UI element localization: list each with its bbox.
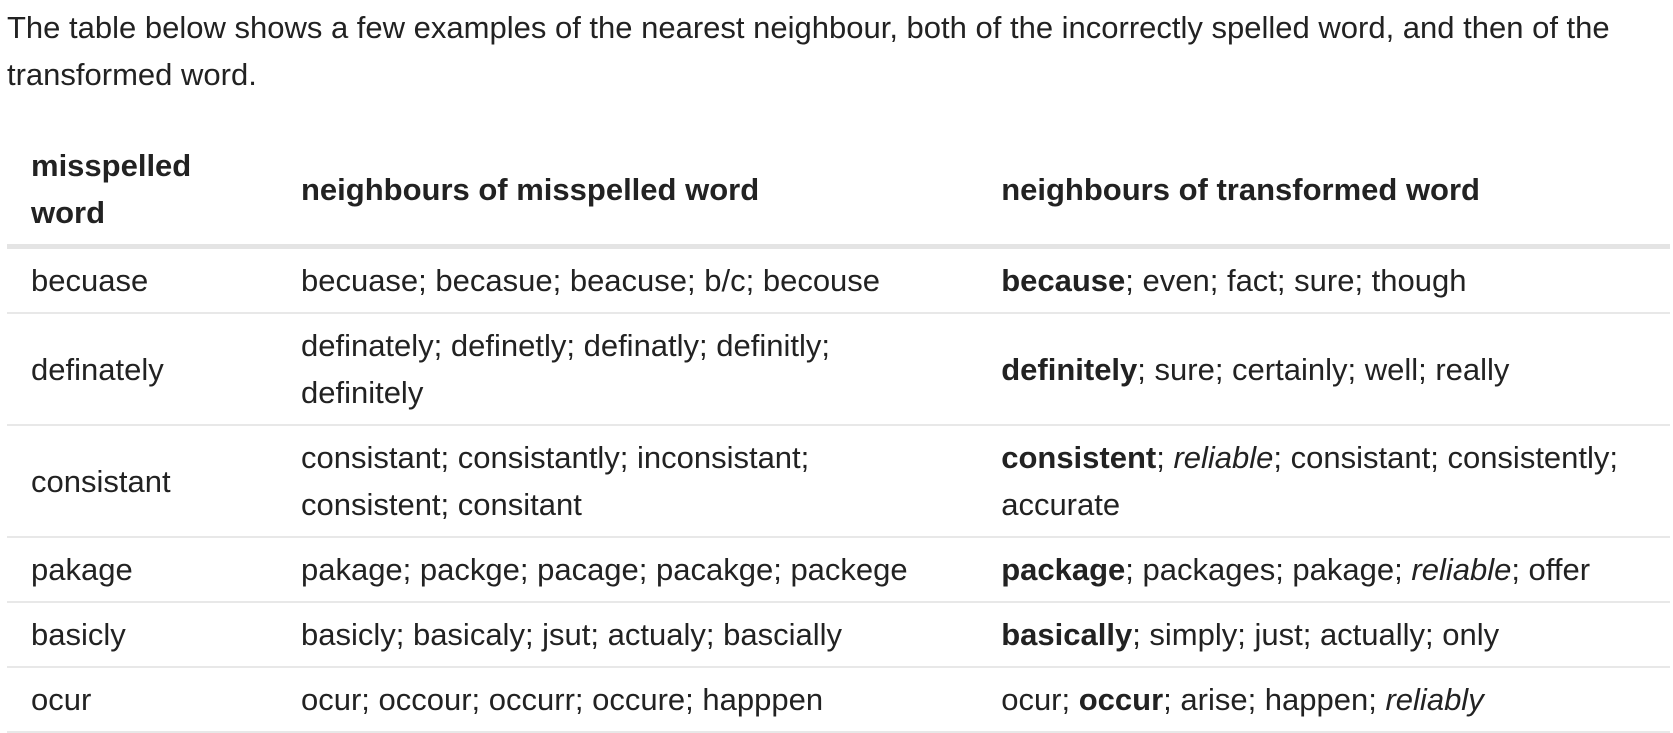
cell-misspelled-word: becuase (7, 246, 277, 314)
cell-misspelled-word: pakage (7, 537, 277, 603)
table-row: definately definately; definetly; definat… (7, 313, 1670, 426)
neighbour-text: ; simply; just; actually; only (1132, 617, 1500, 652)
cell-transformed-neighbours: definitely; sure; certainly; well; reall… (977, 313, 1670, 426)
cell-misspelled-word: basicly (7, 602, 277, 668)
cell-misspelled-neighbours: becuase; becasue; beacuse; b/c; becouse (276, 246, 978, 314)
table-row: pakage pakage; packge; pacage; pacakge; p… (7, 537, 1670, 603)
italic-neighbour: reliably (1385, 682, 1484, 717)
cell-misspelled-neighbours: basicly; basicaly; jsut; actualy; bascia… (276, 602, 978, 668)
neighbour-text: ; (1156, 440, 1174, 475)
neighbour-text: ; packages; pakage; (1125, 552, 1412, 587)
italic-neighbour: reliable (1411, 552, 1512, 587)
table-header: misspelled word neighbours of misspelled… (7, 142, 1670, 249)
cell-misspelled-neighbours: pakage; packge; pacage; pacakge; packege (276, 537, 978, 603)
corrected-word: consistent (1001, 440, 1157, 475)
header-neighbours-transformed: neighbours of transformed word (977, 142, 1670, 249)
cell-transformed-neighbours: package; packages; pakage; reliable; off… (977, 537, 1670, 603)
neighbours-table: misspelled word neighbours of misspelled… (7, 142, 1670, 733)
header-misspelled-word: misspelled word (7, 142, 277, 249)
table-body: becuase becuase; becasue; beacuse; b/c; b… (7, 246, 1670, 733)
table-row: basicly basicly; basicaly; jsut; actualy;… (7, 602, 1670, 668)
neighbour-text: ; arise; happen; (1163, 682, 1386, 717)
cell-misspelled-neighbours: consistant; consistantly; inconsistant; … (276, 425, 978, 538)
corrected-word: basically (1001, 617, 1133, 652)
header-neighbours-misspelled: neighbours of misspelled word (276, 142, 978, 249)
cell-transformed-neighbours: consistent; reliable; consistant; consis… (977, 425, 1670, 538)
neighbour-text: ; offer (1511, 552, 1591, 587)
table-header-row: misspelled word neighbours of misspelled… (7, 142, 1670, 249)
cell-transformed-neighbours: basically; simply; just; actually; only (977, 602, 1670, 668)
cell-misspelled-word: ocur (7, 667, 277, 733)
corrected-word: definitely (1001, 351, 1138, 387)
neighbour-text: ; sure; certainly; well; really (1137, 351, 1510, 387)
cell-misspelled-neighbours: ocur; occour; occurr; occure; happpen (276, 667, 978, 733)
cell-misspelled-word: definately (7, 313, 277, 426)
intro-paragraph: The table below shows a few examples of … (7, 10, 1610, 92)
table-row: ocur ocur; occour; occurr; occure; happpe… (7, 667, 1670, 733)
corrected-word: because (1001, 263, 1126, 298)
cell-transformed-neighbours: because; even; fact; sure; though (977, 246, 1670, 314)
table-row: becuase becuase; becasue; beacuse; b/c; b… (7, 246, 1670, 314)
table-row: consistant consistant; consistantly; inco… (7, 425, 1670, 538)
corrected-word: package (1001, 552, 1126, 587)
neighbour-text: ; consistant; consistently; accurate (1001, 440, 1619, 522)
cell-misspelled-word: consistant (7, 425, 277, 538)
neighbour-text: ; even; fact; sure; though (1125, 263, 1467, 298)
cell-transformed-neighbours: ocur; occur; arise; happen; reliably (977, 667, 1670, 733)
neighbour-text: ocur; (1001, 682, 1079, 717)
corrected-word: occur (1078, 682, 1164, 717)
italic-neighbour: reliable (1173, 440, 1274, 475)
cell-misspelled-neighbours: definately; definetly; definatly; defini… (276, 313, 978, 426)
